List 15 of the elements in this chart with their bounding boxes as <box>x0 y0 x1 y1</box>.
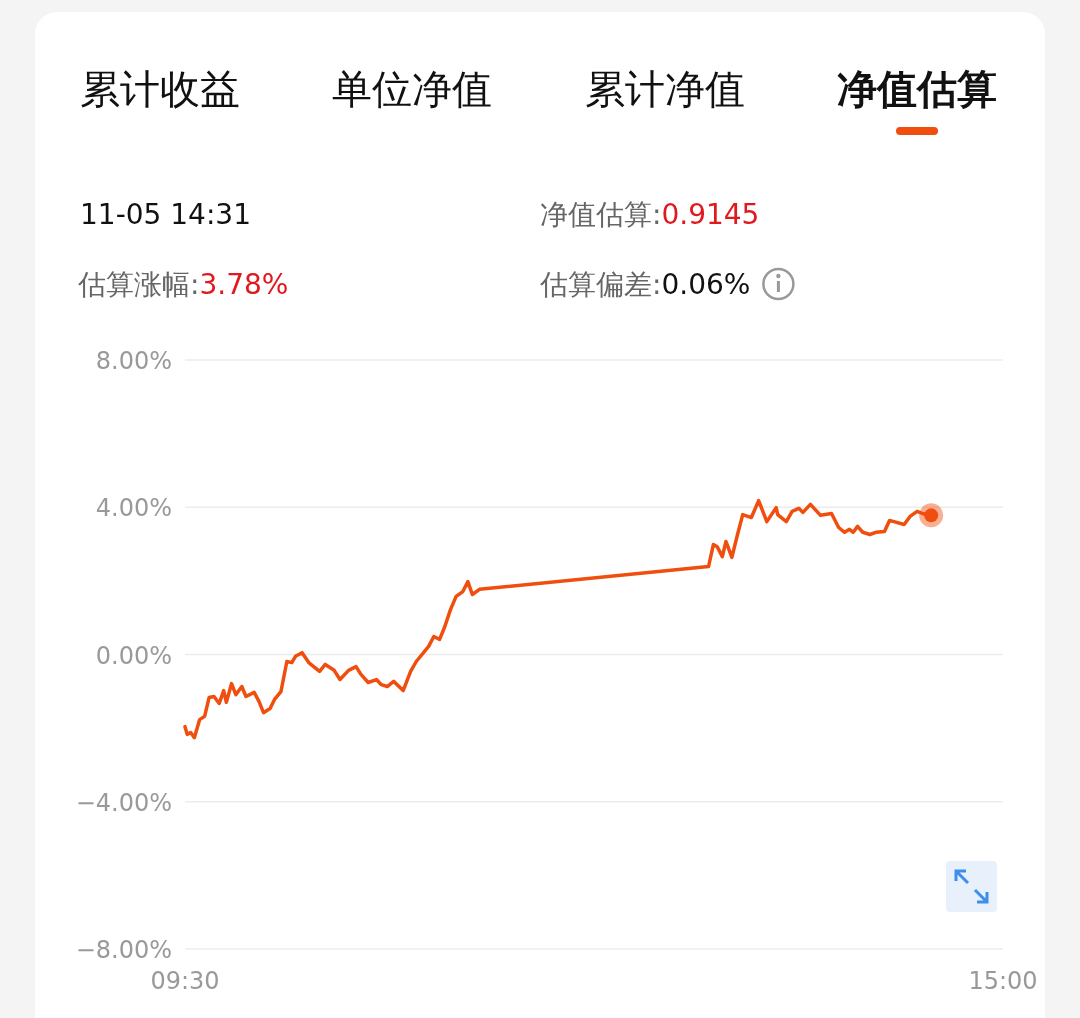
text: 净值估算 <box>837 66 997 112</box>
y-tick-label: −4.00% <box>75 788 172 817</box>
text: 估算偏差:0.06% <box>539 268 751 301</box>
x-tick-label: 15:00 <box>968 967 1038 995</box>
text: 累计净值 <box>585 66 745 112</box>
y-tick-label: 4.00% <box>95 494 172 523</box>
text: 累计收益 <box>80 66 240 112</box>
text: 单位净值 <box>332 66 492 112</box>
y-tick-label: 8.00% <box>95 347 172 375</box>
text: 净值估算:0.9145 <box>540 198 760 231</box>
y-tick-label: 0.00% <box>95 641 172 670</box>
y-tick-label: −8.00% <box>75 936 172 964</box>
text: 估算涨幅:3.78% <box>77 268 289 301</box>
text: 11-05 14:31 <box>80 198 251 231</box>
x-tick-label: 09:30 <box>150 967 220 995</box>
